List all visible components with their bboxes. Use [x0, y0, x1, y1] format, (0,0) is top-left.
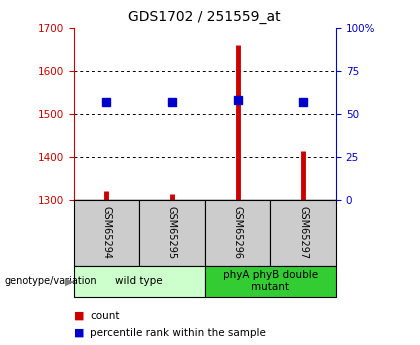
Text: wild type: wild type — [116, 276, 163, 286]
Text: GSM65296: GSM65296 — [233, 206, 243, 259]
Text: GSM65295: GSM65295 — [167, 206, 177, 259]
Bar — [139, 200, 205, 266]
Text: ■: ■ — [74, 328, 84, 338]
Text: ■: ■ — [74, 311, 84, 321]
Text: genotype/variation: genotype/variation — [4, 276, 97, 286]
Text: count: count — [90, 311, 120, 321]
Title: GDS1702 / 251559_at: GDS1702 / 251559_at — [129, 10, 281, 24]
Text: GSM65294: GSM65294 — [101, 206, 111, 259]
Bar — [74, 266, 205, 297]
Text: GSM65297: GSM65297 — [298, 206, 308, 259]
Text: ▶: ▶ — [65, 276, 73, 286]
Bar — [270, 200, 336, 266]
Text: percentile rank within the sample: percentile rank within the sample — [90, 328, 266, 338]
Text: phyA phyB double
mutant: phyA phyB double mutant — [223, 270, 318, 292]
Bar — [74, 200, 139, 266]
Bar — [205, 266, 336, 297]
Bar — [205, 200, 270, 266]
